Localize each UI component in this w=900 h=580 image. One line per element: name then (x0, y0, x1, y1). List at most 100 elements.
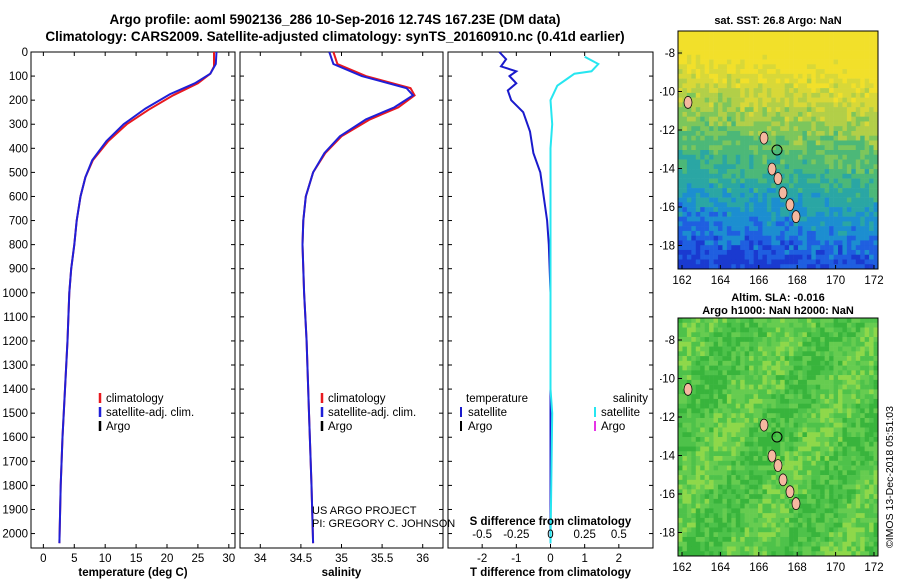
legend-label: Argo (106, 421, 130, 433)
x-tick-label: 5 (71, 553, 77, 565)
map-y-tick-label: -16 (660, 202, 675, 214)
y-tick-label: 400 (9, 143, 28, 155)
map-y-tick-label: -8 (665, 48, 675, 60)
legend-label: Argo (601, 421, 625, 433)
s-tick-label: -0.25 (503, 529, 529, 541)
series-line-0 (301, 51, 416, 544)
x-tick-label: 10 (99, 553, 112, 565)
pi-label: PI: GREGORY C. JOHNSON (312, 518, 456, 530)
y-tick-label: 1700 (2, 456, 28, 468)
map-y-tick-label: -12 (660, 125, 675, 137)
map-x-tick-label: 162 (672, 275, 691, 287)
map-x-tick-label: 168 (788, 562, 807, 574)
chart-title-line2: Climatology: CARS2009. Satellite-adjuste… (45, 29, 625, 44)
series-line-1 (58, 51, 218, 544)
map-x-tick-label: 166 (749, 275, 768, 287)
sla-map-title: Altim. SLA: -0.016 (731, 292, 825, 304)
legend-label: satellite (468, 407, 507, 419)
island (791, 497, 801, 510)
map-y-tick-label: -18 (660, 528, 675, 540)
map-x-tick-label: 164 (711, 562, 731, 574)
map-frame (677, 317, 879, 557)
y-tick-label: 600 (9, 191, 28, 203)
island (785, 198, 795, 212)
x-tick-label: 0 (547, 553, 553, 565)
x-tick-label: 30 (222, 553, 235, 565)
legend-label: satellite-adj. clim. (106, 407, 194, 419)
legend-label: satellite (601, 407, 640, 419)
x-tick-label: -2 (477, 553, 487, 565)
temperature-panel: 0100200300400500600700800900100011001200… (2, 47, 236, 579)
island (767, 449, 777, 463)
x-axis-label: T difference from climatology (470, 567, 632, 579)
y-tick-label: 1000 (2, 288, 28, 300)
map-x-tick-label: 166 (749, 562, 768, 574)
profile-location-marker (771, 431, 783, 443)
map-x-tick-label: 172 (864, 275, 883, 287)
x-axis-label: temperature (deg C) (78, 567, 187, 579)
island (778, 186, 788, 200)
island (778, 473, 788, 487)
x-tick-label: 34.5 (290, 553, 312, 565)
credit-label: ©IMOS 13-Dec-2018 05:51:03 (884, 406, 896, 548)
legend-heading: salinity (613, 393, 648, 405)
x-tick-label: 1 (581, 553, 587, 565)
s-axis-label: S difference from climatology (470, 516, 632, 528)
y-tick-label: 200 (9, 95, 28, 107)
map-y-tick-label: -10 (660, 374, 675, 386)
y-tick-label: 1100 (3, 312, 28, 324)
island (773, 172, 783, 185)
island (791, 210, 801, 223)
map-x-tick-label: 170 (826, 275, 845, 287)
plot-frame (239, 51, 444, 549)
map-y-tick-label: -18 (660, 241, 675, 253)
x-tick-label: 20 (161, 553, 174, 565)
map-y-tick-label: -12 (660, 412, 675, 424)
x-tick-label: 35.5 (371, 553, 393, 565)
y-tick-label: 700 (9, 216, 28, 228)
x-tick-label: 0 (40, 553, 46, 565)
maps-panel: -8 -10 -12 -14 -16 -18 162 164 166 168 170 172 -8 -1… (660, 30, 884, 574)
series-line-0 (498, 51, 552, 544)
legend-heading: temperature (466, 393, 528, 405)
island (785, 485, 795, 499)
series-line-1 (301, 51, 415, 544)
map-y-tick-label: -14 (660, 451, 676, 463)
y-tick-label: 1300 (2, 360, 28, 372)
map-y-tick-label: -8 (665, 335, 675, 347)
series-line-0 (58, 52, 215, 544)
map-x-tick-label: 164 (711, 275, 731, 287)
s-tick-label: -0.5 (472, 529, 492, 541)
difference-panel: -2 -1 0 1 2 T difference from climatology -0.5… (447, 51, 654, 579)
legend-label: Argo (468, 421, 492, 433)
island (767, 162, 777, 176)
x-axis-label: salinity (322, 567, 362, 579)
y-tick-label: 1600 (2, 432, 28, 444)
x-tick-label: 25 (192, 553, 205, 565)
map-frame (677, 30, 879, 270)
plot-frame (30, 51, 236, 549)
profile-plots: 0100200300400500600700800900100011001200… (2, 47, 654, 579)
legend-label: climatology (328, 393, 386, 405)
island (683, 383, 693, 396)
y-tick-label: 0 (22, 47, 28, 59)
map-y-tick-label: -16 (660, 489, 675, 501)
map-x-tick-label: 168 (788, 275, 807, 287)
y-tick-label: 900 (9, 264, 28, 276)
s-tick-label: 0 (547, 529, 553, 541)
map-grid (678, 31, 879, 270)
y-tick-label: 500 (9, 167, 28, 179)
project-label: US ARGO PROJECT (312, 505, 417, 517)
y-tick-label: 1400 (2, 384, 28, 396)
series-line-1 (549, 55, 600, 544)
y-tick-label: 300 (9, 119, 28, 131)
y-tick-label: 800 (9, 240, 28, 252)
y-tick-label: 1800 (2, 480, 28, 492)
map-y-tick-label: -10 (660, 87, 675, 99)
profile-location-marker (771, 144, 783, 156)
island (773, 459, 783, 472)
map-x-tick-label: 170 (826, 562, 845, 574)
s-tick-label: 0.5 (611, 529, 627, 541)
island (759, 131, 769, 145)
salinity-panel: 34 34.5 35 35.5 36 salinity climatology satelli… (239, 51, 444, 579)
